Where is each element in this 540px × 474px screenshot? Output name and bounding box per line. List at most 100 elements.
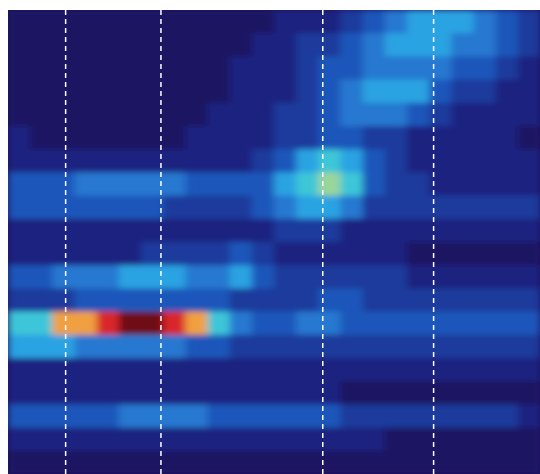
heatmap-cell (74, 265, 98, 289)
heatmap-cell (229, 102, 253, 127)
heatmap-cell (495, 450, 519, 474)
heatmap-cell (296, 10, 319, 34)
heatmap-cell (8, 404, 31, 429)
heatmap-cell (229, 218, 253, 243)
heatmap-cell (340, 79, 364, 104)
heatmap-cell (429, 334, 452, 359)
heatmap-cell (30, 33, 53, 57)
heatmap-cell (30, 56, 53, 81)
heatmap-cell (340, 172, 364, 197)
heatmap-cell (451, 450, 474, 474)
heatmap-cell (207, 126, 231, 150)
heatmap-cell (384, 242, 408, 266)
heatmap-cell (451, 10, 474, 34)
heatmap-cell (141, 79, 164, 104)
heatmap-cell (407, 33, 430, 57)
heatmap-cell (362, 265, 386, 289)
heatmap-cell (207, 358, 231, 382)
heatmap-cell (30, 102, 53, 127)
heatmap-cell (495, 33, 519, 57)
heatmap-cell (340, 334, 364, 359)
heatmap-cell (340, 242, 364, 266)
heatmap-cell (274, 10, 297, 34)
heatmap-cell (163, 10, 186, 34)
heatmap-cell (52, 56, 75, 81)
heatmap-cell (185, 427, 208, 452)
heatmap-cell (274, 265, 297, 289)
heatmap-cell (407, 427, 430, 452)
heatmap-cell (74, 242, 98, 266)
heatmap-cell (517, 172, 540, 197)
heatmap-cell (495, 242, 519, 266)
heatmap-cell (52, 450, 75, 474)
heatmap-cell (495, 404, 519, 429)
heatmap-cell (96, 149, 120, 173)
heatmap-cell (52, 218, 75, 243)
heatmap-cell (407, 358, 430, 382)
heatmap-cell (407, 56, 430, 81)
heatmap-cell (96, 450, 120, 474)
heatmap-cell (318, 288, 341, 313)
heatmap-cell (141, 172, 164, 197)
heatmap-cell (429, 358, 452, 382)
heatmap-cell (318, 404, 341, 429)
heatmap-cell (362, 311, 386, 336)
heatmap-cell (74, 288, 98, 313)
heatmap-cell (296, 334, 319, 359)
heatmap-cell (96, 79, 120, 104)
heatmap-cell (517, 265, 540, 289)
heatmap-cell (362, 450, 386, 474)
heatmap-cell (52, 288, 75, 313)
heatmap-cell (229, 404, 253, 429)
heatmap-cell (141, 33, 164, 57)
heatmap-cell (473, 172, 497, 197)
heatmap-cell (163, 126, 186, 150)
heatmap-cell (8, 10, 31, 34)
heatmap-cell (185, 404, 208, 429)
heatmap-cell (163, 56, 186, 81)
heatmap-cell (517, 126, 540, 150)
heatmap-cell (185, 218, 208, 243)
heatmap-cell (207, 311, 231, 336)
heatmap-cell (318, 10, 341, 34)
heatmap-cell (118, 102, 142, 127)
heatmap-cell (118, 427, 142, 452)
heatmap-cell (296, 33, 319, 57)
heatmap-cell (451, 33, 474, 57)
heatmap-cell (207, 149, 231, 173)
heatmap-cell (185, 33, 208, 57)
heatmap-cell (384, 218, 408, 243)
heatmap-cell (451, 79, 474, 104)
heatmap-cell (163, 218, 186, 243)
heatmap-cell (74, 10, 98, 34)
heatmap-cell (407, 172, 430, 197)
heatmap-cell (185, 311, 208, 336)
heatmap-cell (274, 79, 297, 104)
heatmap-cell (274, 195, 297, 220)
heatmap-cell (251, 311, 275, 336)
heatmap-cell (384, 195, 408, 220)
heatmap-cell (473, 79, 497, 104)
heatmap-cell (407, 404, 430, 429)
heatmap-cell (8, 195, 31, 220)
heatmap-cell (30, 79, 53, 104)
heatmap-cell (251, 242, 275, 266)
heatmap-cell (340, 288, 364, 313)
heatmap-cell (30, 242, 53, 266)
heatmap-cell (74, 172, 98, 197)
heatmap-cell (141, 288, 164, 313)
heatmap-cell (30, 288, 53, 313)
heatmap-cell (407, 10, 430, 34)
heatmap-cell (473, 149, 497, 173)
heatmap-cell (251, 172, 275, 197)
heatmap-cell (118, 358, 142, 382)
heatmap-cell (340, 195, 364, 220)
heatmap-cell (141, 195, 164, 220)
heatmap-cell (251, 381, 275, 405)
heatmap-cell (362, 404, 386, 429)
heatmap-cell (407, 311, 430, 336)
heatmap-cell (8, 381, 31, 405)
heatmap-cell (340, 427, 364, 452)
heatmap-cell (495, 381, 519, 405)
heatmap-cell (362, 33, 386, 57)
